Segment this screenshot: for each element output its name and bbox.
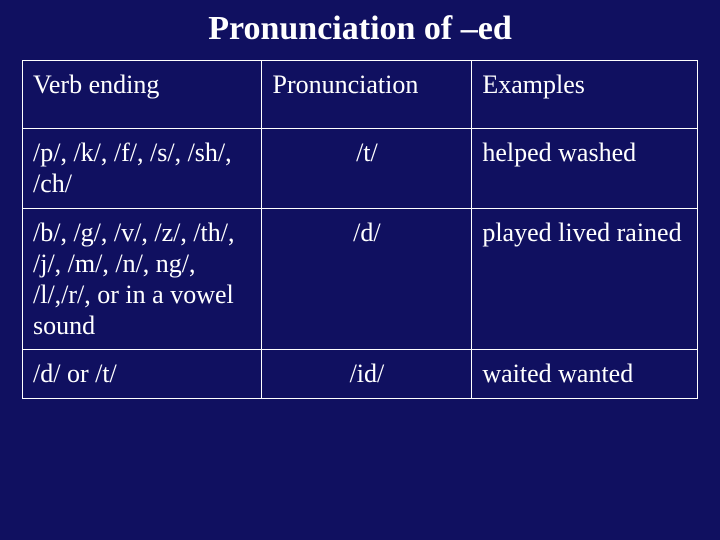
col-header-verb: Verb ending bbox=[23, 61, 262, 129]
cell-ex: helped washed bbox=[472, 129, 698, 208]
pronunciation-table: Verb ending Pronunciation Examples /p/, … bbox=[22, 60, 698, 399]
cell-ex: played lived rained bbox=[472, 208, 698, 350]
table-row: /b/, /g/, /v/, /z/, /th/, /j/, /m/, /n/,… bbox=[23, 208, 698, 350]
cell-pron: /d/ bbox=[262, 208, 472, 350]
cell-verb: /b/, /g/, /v/, /z/, /th/, /j/, /m/, /n/,… bbox=[23, 208, 262, 350]
page-title: Pronunciation of –ed bbox=[0, 0, 720, 60]
cell-verb: /d/ or /t/ bbox=[23, 350, 262, 398]
table-row: /p/, /k/, /f/, /s/, /sh/, /ch/ /t/ helpe… bbox=[23, 129, 698, 208]
cell-pron: /t/ bbox=[262, 129, 472, 208]
col-header-ex: Examples bbox=[472, 61, 698, 129]
col-header-pron: Pronunciation bbox=[262, 61, 472, 129]
table-row: /d/ or /t/ /id/ waited wanted bbox=[23, 350, 698, 398]
cell-pron: /id/ bbox=[262, 350, 472, 398]
table-header-row: Verb ending Pronunciation Examples bbox=[23, 61, 698, 129]
cell-ex: waited wanted bbox=[472, 350, 698, 398]
cell-verb: /p/, /k/, /f/, /s/, /sh/, /ch/ bbox=[23, 129, 262, 208]
